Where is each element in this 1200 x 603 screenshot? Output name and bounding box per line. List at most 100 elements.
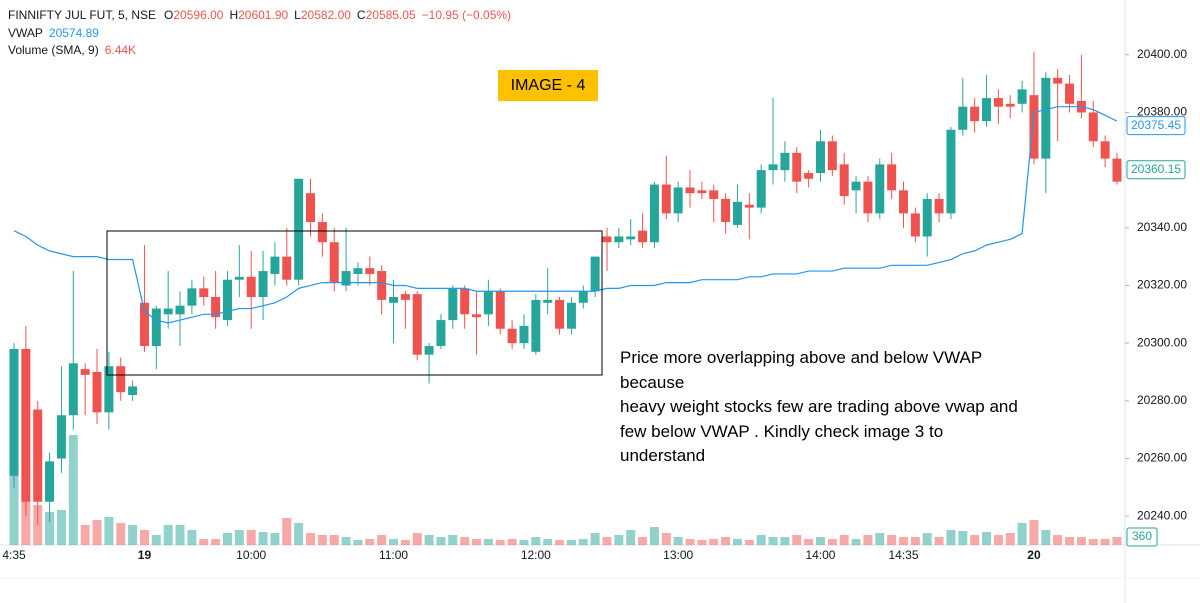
- volume-bar: [483, 539, 493, 545]
- volume-bar: [56, 510, 66, 545]
- volume-bar: [1088, 539, 1098, 545]
- y-tick-label: 20300.00: [1137, 335, 1187, 349]
- candle-body: [234, 276, 244, 280]
- candle-body: [756, 170, 766, 208]
- volume-bar: [92, 520, 102, 545]
- volume-bar: [495, 540, 505, 545]
- volume-bar: [412, 533, 422, 545]
- volume-bar: [780, 537, 790, 545]
- candle-body: [543, 299, 553, 303]
- x-tick-label: 13:00: [663, 548, 693, 562]
- note-line: few below VWAP . Kindly check image 3 to: [620, 421, 944, 441]
- volume-marker-label: 360: [1132, 529, 1152, 543]
- candle-body: [246, 276, 256, 298]
- candle-body: [329, 242, 339, 283]
- volume-bar: [899, 537, 908, 545]
- candle-body: [578, 291, 588, 303]
- volume-bar: [211, 539, 221, 545]
- price-marker-label: 20360.15: [1131, 162, 1181, 176]
- legend-row: FINNIFTY JUL FUT, 5, NSE O20596.00 H20601.…: [8, 7, 517, 25]
- volume-bar: [993, 535, 1003, 545]
- candle-body: [436, 320, 446, 347]
- volume-bar: [365, 539, 375, 545]
- x-tick-label: 20: [1027, 548, 1041, 562]
- y-tick-label: 20240.00: [1137, 508, 1187, 522]
- volume-bar: [353, 540, 363, 545]
- ohlc-key: O: [164, 8, 174, 22]
- volume-bar: [839, 535, 849, 545]
- volume-bar: [163, 525, 173, 545]
- candle-body: [211, 297, 221, 318]
- candle-body: [661, 184, 671, 214]
- candle-body: [697, 190, 707, 194]
- change: −10.95 (−0.05%): [421, 8, 512, 22]
- candle-body: [68, 363, 78, 416]
- volume-bar: [1041, 530, 1051, 545]
- vwap-value: 20574.89: [48, 25, 99, 40]
- candle-body: [685, 187, 695, 194]
- candle-body: [139, 302, 149, 347]
- candle-body: [472, 314, 482, 318]
- candle-body: [555, 299, 565, 329]
- y-tick-label: 20340.00: [1137, 220, 1187, 234]
- volume-bar: [792, 535, 802, 545]
- volume-bar: [234, 530, 244, 545]
- candle-body: [294, 178, 304, 280]
- volume-bar: [104, 517, 114, 545]
- x-tick-label: 14:00: [805, 548, 835, 562]
- volume-bar: [187, 530, 197, 545]
- volume-bar: [519, 540, 529, 545]
- candle-body: [45, 461, 55, 502]
- candle-body: [389, 297, 399, 303]
- volume-bar: [222, 533, 232, 545]
- volume-bar: [507, 539, 517, 545]
- candle-body: [614, 236, 624, 243]
- candle-body: [365, 268, 375, 274]
- volume-bar: [270, 533, 280, 545]
- candle-body: [946, 129, 956, 214]
- candle-body: [982, 98, 992, 122]
- volume-bar: [1017, 523, 1027, 545]
- y-tick-label: 20400.00: [1137, 47, 1187, 61]
- ohlc-value: 20585.05: [365, 8, 416, 22]
- volume-bar: [709, 539, 719, 545]
- volume-bar: [199, 539, 209, 545]
- candle-body: [590, 256, 600, 292]
- candle-body: [495, 291, 505, 329]
- candle-body: [626, 236, 636, 240]
- volume-bar: [982, 532, 992, 545]
- y-tick-label: 20380.00: [1137, 105, 1187, 119]
- volume-bar: [175, 525, 185, 545]
- candle-body: [566, 302, 576, 329]
- symbol: FINNIFTY JUL FUT, 5, NSE: [8, 8, 157, 22]
- volume-bar: [626, 530, 636, 545]
- volume-bar: [863, 535, 873, 545]
- candle-body: [839, 164, 849, 197]
- candle-body: [258, 271, 268, 298]
- volume-bar: [306, 533, 315, 545]
- candle-body: [353, 268, 363, 274]
- x-tick-label: 10:00: [236, 548, 266, 562]
- candle-body: [1088, 112, 1098, 142]
- candle-body: [815, 141, 825, 174]
- volume-bar: [721, 537, 731, 545]
- candle-body: [768, 164, 778, 171]
- candle-body: [1017, 89, 1027, 104]
- candle-body: [1053, 77, 1063, 84]
- volume-bar: [590, 533, 600, 545]
- candle-body: [638, 230, 648, 243]
- candle-body: [317, 222, 327, 243]
- candle-body: [519, 325, 529, 344]
- volume-bar: [732, 539, 742, 545]
- volume-bar: [1100, 539, 1110, 545]
- candle-body: [863, 181, 873, 214]
- candle-body: [922, 198, 932, 237]
- candle-body: [851, 181, 861, 191]
- candle-body: [970, 106, 980, 122]
- candle-body: [1005, 103, 1015, 107]
- volume-bar: [756, 535, 766, 545]
- candle-body: [56, 415, 66, 459]
- x-tick-label: 4:35: [2, 548, 26, 562]
- candle-body: [744, 204, 754, 208]
- volume-bar: [400, 540, 410, 545]
